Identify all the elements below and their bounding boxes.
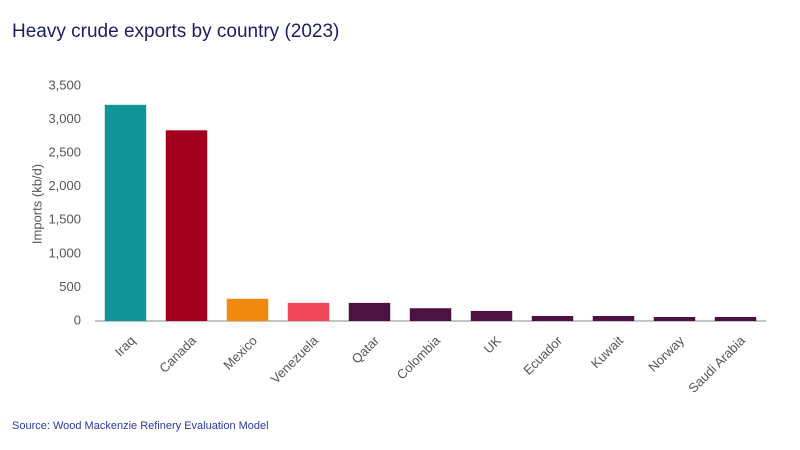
x-tick-label: Venezuela [267, 332, 321, 386]
x-tick-label: Canada [156, 332, 199, 375]
x-tick-label: Kuwait [588, 333, 626, 371]
y-axis-label: Imports (kb/d) [29, 164, 44, 244]
y-tick-label: 500 [59, 279, 81, 294]
bar [531, 315, 574, 321]
y-tick-label: 0 [74, 312, 81, 327]
y-tick-label: 2,000 [48, 178, 81, 193]
x-tick-label: Colombia [394, 332, 444, 382]
x-tick-label: Ecuador [520, 332, 565, 377]
bar [470, 310, 513, 321]
x-tick-label: Saudi Arabia [685, 332, 748, 395]
bar [409, 308, 452, 321]
bar [226, 298, 269, 321]
x-tick-label: Norway [645, 333, 687, 375]
source-note: Source: Wood Mackenzie Refinery Evaluati… [12, 420, 269, 432]
y-tick-label: 3,000 [48, 111, 81, 126]
y-tick-label: 1,500 [48, 212, 81, 227]
bar [104, 104, 147, 321]
bar [287, 302, 330, 321]
x-tick-label: Mexico [220, 333, 260, 373]
bar [592, 315, 635, 321]
bar [348, 302, 391, 321]
chart-title: Heavy crude exports by country (2023) [12, 21, 339, 42]
x-tick-label: Qatar [348, 332, 382, 366]
x-tick-label: UK [481, 333, 505, 357]
bar [165, 130, 208, 321]
x-tick-label: Iraq [112, 333, 138, 359]
y-tick-label: 1,000 [48, 245, 81, 260]
y-tick-label: 3,500 [48, 77, 81, 92]
y-tick-label: 2,500 [48, 145, 81, 160]
bar [714, 316, 757, 321]
bar [653, 316, 696, 321]
